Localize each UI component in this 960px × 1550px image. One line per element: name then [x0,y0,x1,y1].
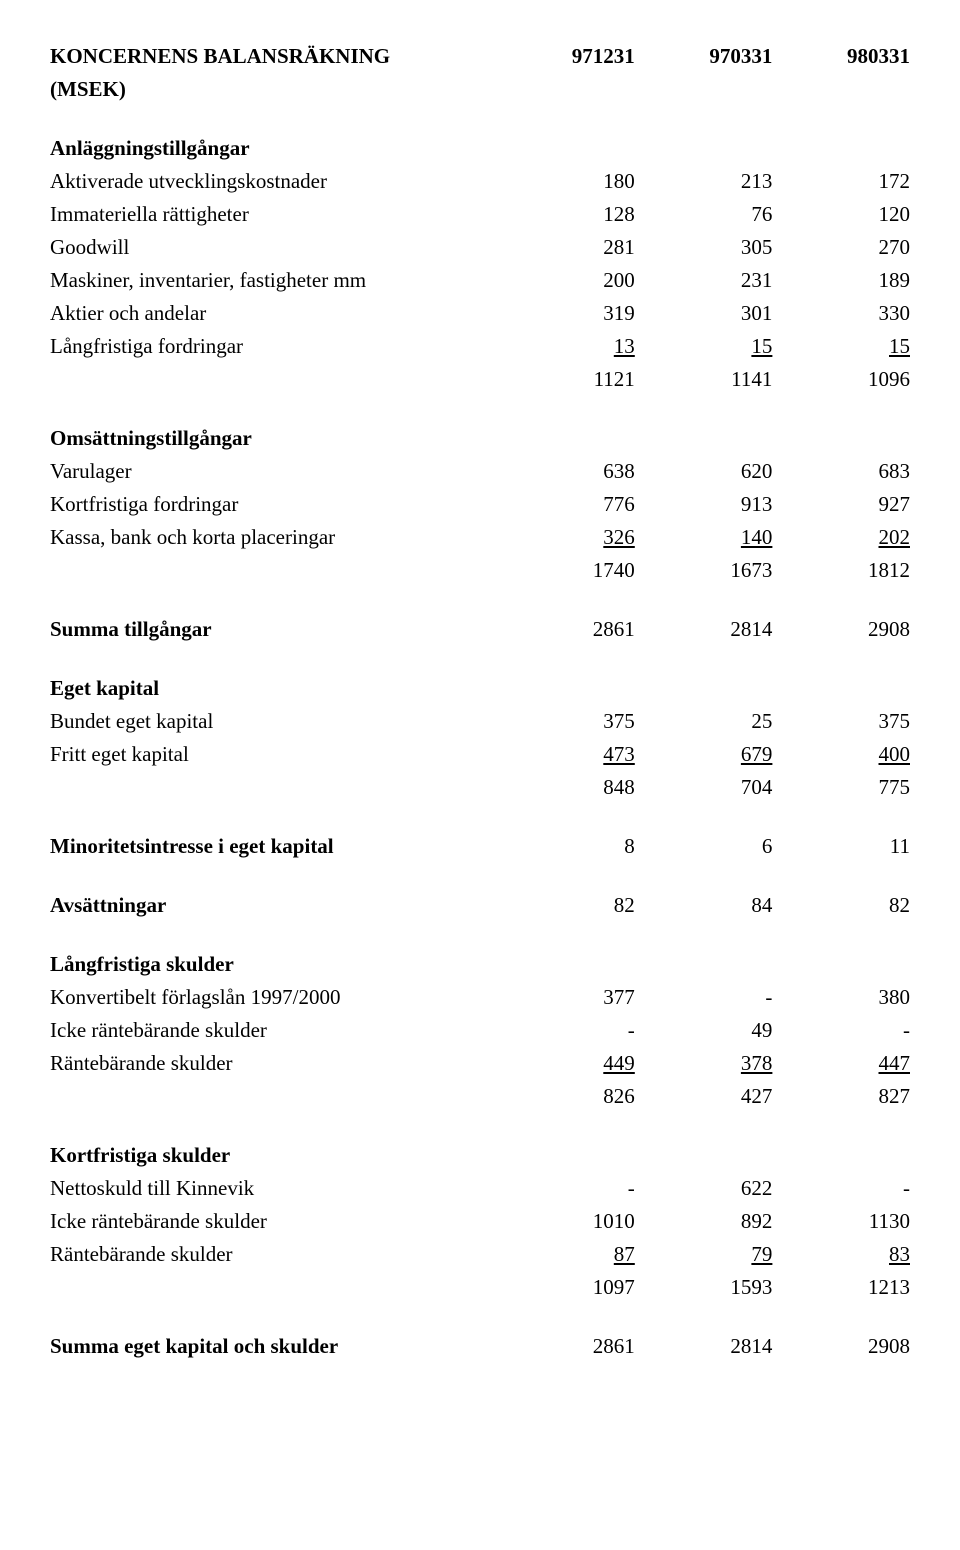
data-row: 109715931213 [50,1271,910,1304]
data-row: Fritt eget kapital473679400 [50,738,910,771]
spacer-row [50,1304,910,1330]
balance-sheet-table: KONCERNENS BALANSRÄKNING9712319703319803… [50,40,910,1363]
spacer-row [50,587,910,613]
page-title: KONCERNENS BALANSRÄKNING [50,40,497,73]
data-row: Räntebärande skulder877983 [50,1238,910,1271]
bold-row: Avsättningar828482 [50,889,910,922]
subtitle-row: (MSEK) [50,73,910,106]
data-row: Långfristiga fordringar131515 [50,330,910,363]
data-row: 848704775 [50,771,910,804]
bold-row: Summa tillgångar286128142908 [50,613,910,646]
data-row: 826427827 [50,1080,910,1113]
data-row: Räntebärande skulder449378447 [50,1047,910,1080]
data-row: Bundet eget kapital37525375 [50,705,910,738]
spacer-row [50,863,910,889]
section-heading: Eget kapital [50,672,910,705]
data-row: Icke räntebärande skulder-49- [50,1014,910,1047]
data-row: Maskiner, inventarier, fastigheter mm200… [50,264,910,297]
bold-row: Summa eget kapital och skulder2861281429… [50,1330,910,1363]
data-row: 174016731812 [50,554,910,587]
data-row: Nettoskuld till Kinnevik-622- [50,1172,910,1205]
data-row: Kortfristiga fordringar776913927 [50,488,910,521]
data-row: Konvertibelt förlagslån 1997/2000377-380 [50,981,910,1014]
data-row: 112111411096 [50,363,910,396]
bold-row: Minoritetsintresse i eget kapital8611 [50,830,910,863]
spacer-row [50,804,910,830]
data-row: Aktier och andelar319301330 [50,297,910,330]
section-heading: Långfristiga skulder [50,948,910,981]
section-heading: Anläggningstillgångar [50,132,910,165]
spacer-row [50,106,910,132]
data-row: Immateriella rättigheter12876120 [50,198,910,231]
data-row: Aktiverade utvecklingskostnader180213172 [50,165,910,198]
section-heading: Omsättningstillgångar [50,422,910,455]
spacer-row [50,396,910,422]
data-row: Goodwill281305270 [50,231,910,264]
spacer-row [50,1113,910,1139]
data-row: Icke räntebärande skulder10108921130 [50,1205,910,1238]
section-heading: Kortfristiga skulder [50,1139,910,1172]
spacer-row [50,646,910,672]
header-row: KONCERNENS BALANSRÄKNING9712319703319803… [50,40,910,73]
data-row: Kassa, bank och korta placeringar3261402… [50,521,910,554]
spacer-row [50,922,910,948]
data-row: Varulager638620683 [50,455,910,488]
